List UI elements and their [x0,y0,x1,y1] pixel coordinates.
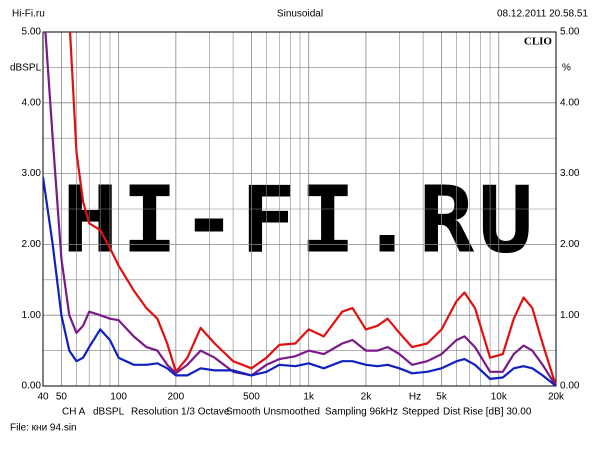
header-left: Hi-Fi.ru [12,9,45,20]
brand: CLIO [524,36,553,48]
footer-item: Resolution 1/3 Octave [131,407,230,418]
file-name: File: кни 94.sin [10,423,77,434]
y-tick-label: 0.00 [22,381,42,392]
y-tick-label: 4.00 [22,97,42,108]
series-line [44,32,556,386]
series-line [43,176,556,386]
series-line [68,32,556,386]
y-tick-label: 5.00 [22,27,42,38]
x-tick-label: 20k [548,392,565,403]
x-tick-label: 100 [110,392,127,403]
x-tick-label: 5k [436,392,448,403]
y-axis-label: dBSPL [10,63,42,74]
footer-item: CH A [62,407,86,418]
watermark: HI-FI.RU [62,166,537,273]
x-tick-label: 200 [168,392,185,403]
y2-axis-label: % [562,63,571,74]
x-tick-label: 10k [491,392,508,403]
footer-item: dBSPL [93,407,125,418]
y2-tick-label: 1.00 [560,310,580,321]
y-tick-label: 2.00 [22,239,42,250]
y-tick-label: 3.00 [22,168,42,179]
x-unit: Hz [409,392,421,403]
chart-title: Sinusoidal [277,9,323,20]
header-right: 08.12.2011 20.58.51 [497,9,588,20]
footer-item: Smooth Unsmoothed [226,407,320,418]
x-tick-label: 1k [303,392,315,403]
plot-frame [42,31,557,387]
x-tick-label: 2k [361,392,373,403]
plot-area [43,32,556,386]
y2-tick-label: 5.00 [560,27,580,38]
x-tick-label: 50 [56,392,68,403]
y2-tick-label: 4.00 [560,97,580,108]
footer-item: Dist Rise [dB] 30.00 [443,407,532,418]
y2-tick-label: 0.00 [560,381,580,392]
x-tick-label: 40 [37,392,49,403]
y2-tick-label: 3.00 [560,168,580,179]
footer-item: Stepped [402,407,439,418]
y2-tick-label: 2.00 [560,239,580,250]
x-tick-label: 500 [243,392,260,403]
footer-item: Sampling 96kHz [325,407,398,418]
y-tick-label: 1.00 [22,310,42,321]
